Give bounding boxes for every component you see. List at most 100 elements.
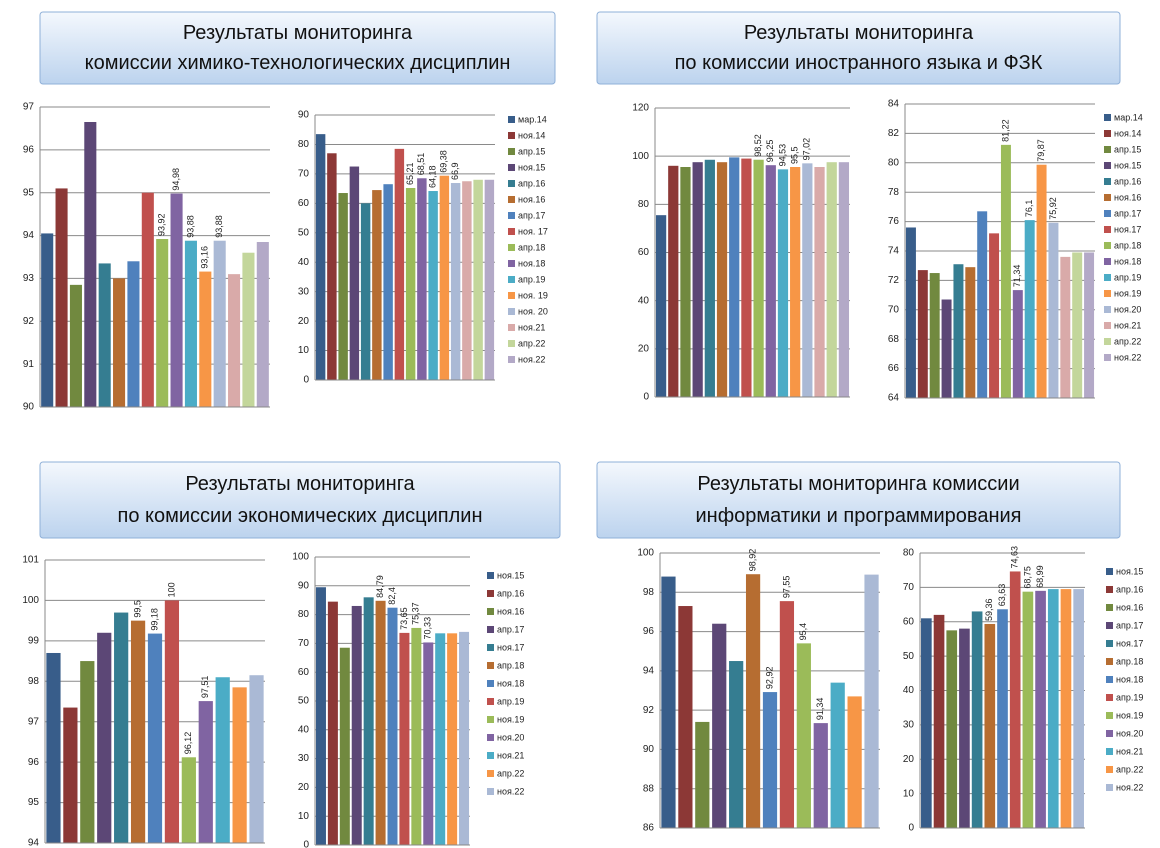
y-tick-label: 100 — [22, 595, 39, 606]
y-tick-label: 120 — [632, 103, 649, 114]
legend-label: апр.18 — [1114, 240, 1141, 250]
legend-label: ноя.18 — [497, 678, 524, 688]
legend-label: апр.16 — [518, 178, 545, 188]
bar — [917, 270, 928, 398]
y-tick-label: 0 — [908, 823, 914, 834]
bar — [249, 675, 264, 843]
data-label: 70,33 — [423, 617, 433, 640]
data-label: 97,55 — [781, 576, 791, 599]
bar — [826, 162, 837, 397]
bar — [372, 190, 382, 380]
panel-title: комиссии химико-технологических дисципли… — [85, 52, 511, 74]
legend-label: ноя.21 — [518, 322, 545, 332]
legend-swatch — [487, 698, 494, 705]
bar — [199, 271, 212, 407]
bar — [242, 252, 255, 407]
data-label: 94,53 — [777, 144, 787, 167]
legend-label: апр.16 — [1114, 176, 1141, 186]
bar — [1024, 220, 1035, 398]
legend-label: ноя. 19 — [518, 290, 548, 300]
legend-label: апр.17 — [1116, 620, 1143, 630]
legend-label: апр.15 — [518, 146, 545, 156]
legend-swatch — [1104, 322, 1111, 329]
y-tick-label: 93 — [23, 273, 35, 284]
legend-swatch — [487, 752, 494, 759]
legend-label: ноя.16 — [1116, 602, 1143, 612]
panel-title: Результаты мониторинга — [183, 22, 413, 44]
bar — [777, 169, 789, 397]
y-tick-label: 20 — [903, 754, 915, 765]
bar — [1072, 252, 1083, 398]
bar — [1022, 591, 1034, 828]
y-tick-label: 94 — [23, 230, 35, 241]
legend-label: апр.17 — [1114, 208, 1141, 218]
legend-label: ноя.19 — [1116, 710, 1143, 720]
bar — [198, 701, 213, 843]
bar — [339, 647, 350, 845]
y-tick-label: 90 — [643, 744, 655, 755]
bar — [838, 162, 850, 397]
legend-swatch — [487, 788, 494, 795]
bar — [1012, 290, 1023, 398]
bar — [394, 148, 405, 380]
legend-swatch — [1104, 338, 1111, 345]
bar — [80, 661, 95, 843]
bar — [213, 240, 226, 407]
legend-swatch — [1104, 258, 1111, 265]
data-label: 71,34 — [1012, 265, 1022, 288]
legend-label: апр.18 — [497, 660, 524, 670]
legend-label: ноя. 17 — [518, 226, 548, 236]
legend-swatch — [487, 626, 494, 633]
bar — [1073, 589, 1084, 828]
bar — [864, 574, 879, 828]
bar — [375, 600, 386, 845]
bar — [765, 165, 776, 397]
legend-swatch — [508, 196, 515, 203]
bar — [977, 211, 988, 398]
legend-label: ноя.21 — [1114, 320, 1141, 330]
legend-label: апр.22 — [1116, 764, 1143, 774]
legend-label: ноя.18 — [1114, 256, 1141, 266]
bar — [84, 122, 97, 407]
legend-swatch — [508, 292, 515, 299]
y-tick-label: 10 — [298, 345, 310, 356]
legend-swatch — [1106, 694, 1113, 701]
bar — [360, 203, 371, 380]
y-tick-label: 80 — [298, 139, 310, 150]
legend-swatch — [508, 276, 515, 283]
y-tick-label: 76 — [888, 216, 900, 227]
legend-label: апр.19 — [1116, 692, 1143, 702]
legend-swatch — [508, 340, 515, 347]
bar — [181, 757, 196, 843]
legend-label: ноя.15 — [1114, 160, 1141, 170]
bar — [1060, 256, 1071, 398]
legend-label: апр.22 — [518, 338, 545, 348]
bar — [680, 167, 691, 397]
legend-label: апр.16 — [497, 588, 524, 598]
bar — [830, 682, 845, 828]
data-label: 74,63 — [1010, 546, 1020, 569]
bar — [965, 267, 976, 398]
legend-swatch — [1104, 274, 1111, 281]
y-tick-label: 80 — [888, 157, 900, 168]
y-tick-label: 92 — [643, 705, 655, 716]
y-tick-label: 40 — [638, 295, 650, 306]
title-box — [39, 461, 561, 539]
bar — [327, 153, 337, 380]
y-tick-label: 82 — [888, 128, 900, 139]
y-tick-label: 50 — [298, 227, 310, 238]
legend-swatch — [508, 356, 515, 363]
bar — [349, 166, 360, 380]
legend-label: апр.15 — [1114, 144, 1141, 154]
bar — [164, 600, 180, 843]
legend-swatch — [1104, 114, 1111, 121]
data-label: 98,52 — [753, 134, 763, 157]
panel-title: Результаты мониторинга — [744, 22, 974, 44]
y-tick-label: 100 — [637, 548, 654, 559]
bar — [905, 227, 916, 398]
bar — [417, 178, 427, 380]
legend-label: ноя.15 — [497, 570, 524, 580]
data-label: 59,36 — [984, 598, 994, 621]
bar — [130, 620, 146, 843]
data-label: 95,5 — [790, 146, 800, 164]
